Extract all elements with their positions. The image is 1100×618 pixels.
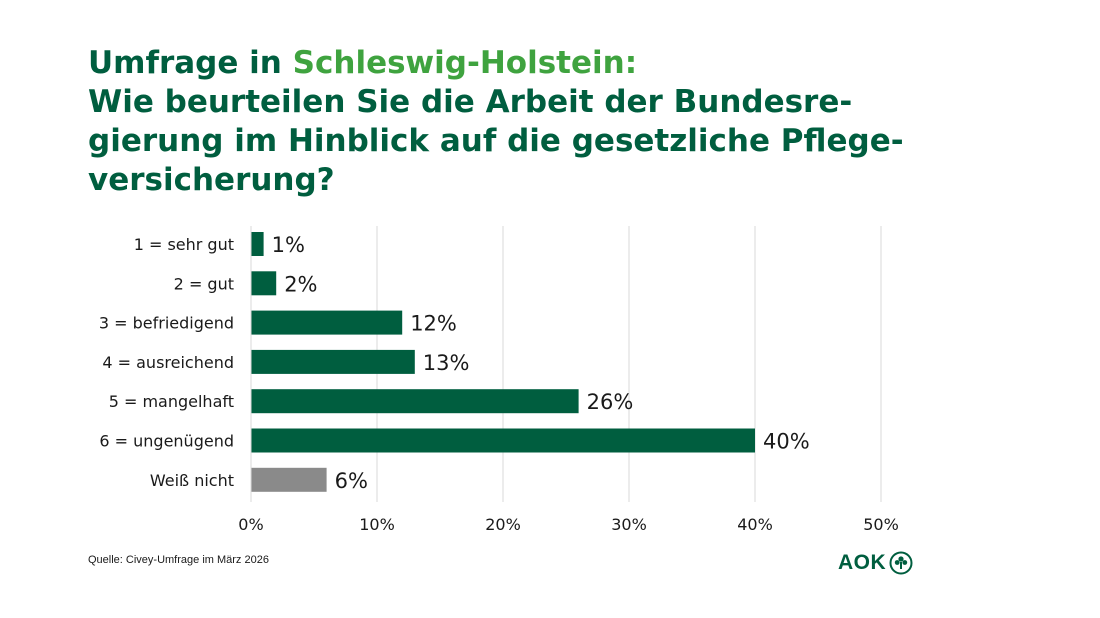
chart-title: Umfrage in Schleswig-Holstein: Wie beurt… [88,44,1048,200]
value-label: 26% [587,390,634,414]
x-tick-label: 10% [359,515,395,534]
bar [251,349,415,374]
x-tick-label: 50% [863,515,899,534]
x-tick-label: 0% [238,515,263,534]
bar [251,310,403,335]
category-label: Weiß nicht [150,471,234,490]
source-note: Quelle: Civey-Umfrage im März 2026 [88,554,269,566]
logo-text: AOK [838,551,887,574]
aok-tree-icon [889,551,913,575]
value-label: 6% [335,469,368,493]
title-line-2: Wie beurteilen Sie die Arbeit der Bundes… [88,84,853,120]
title-line-4: versicherung? [88,162,335,198]
bar [251,467,327,492]
aok-logo: AOK [838,551,913,575]
bar [251,428,755,453]
x-tick-label: 40% [737,515,773,534]
bar [251,232,264,256]
title-highlight: Schleswig-Holstein: [292,45,638,81]
category-label: 1 = sehr gut [134,235,234,254]
category-label: 2 = gut [174,274,234,293]
value-label: 12% [410,312,457,336]
title-line-1: Umfrage in Schleswig-Holstein: [88,44,1048,83]
category-label: 3 = befriedigend [99,314,234,333]
x-tick-label: 20% [485,515,521,534]
title-line-3: gierung im Hinblick auf die gesetzliche … [88,123,904,159]
title-prefix: Umfrage in [88,45,293,81]
bar [251,271,277,296]
value-label: 40% [763,430,810,454]
category-label: 4 = ausreichend [102,353,234,372]
bar [251,389,579,414]
category-label: 6 = ungenügend [99,432,234,451]
value-label: 13% [423,351,470,375]
x-tick-label: 30% [611,515,647,534]
value-label: 2% [284,272,317,296]
category-label: 5 = mangelhaft [109,392,234,411]
value-label: 1% [272,233,305,257]
